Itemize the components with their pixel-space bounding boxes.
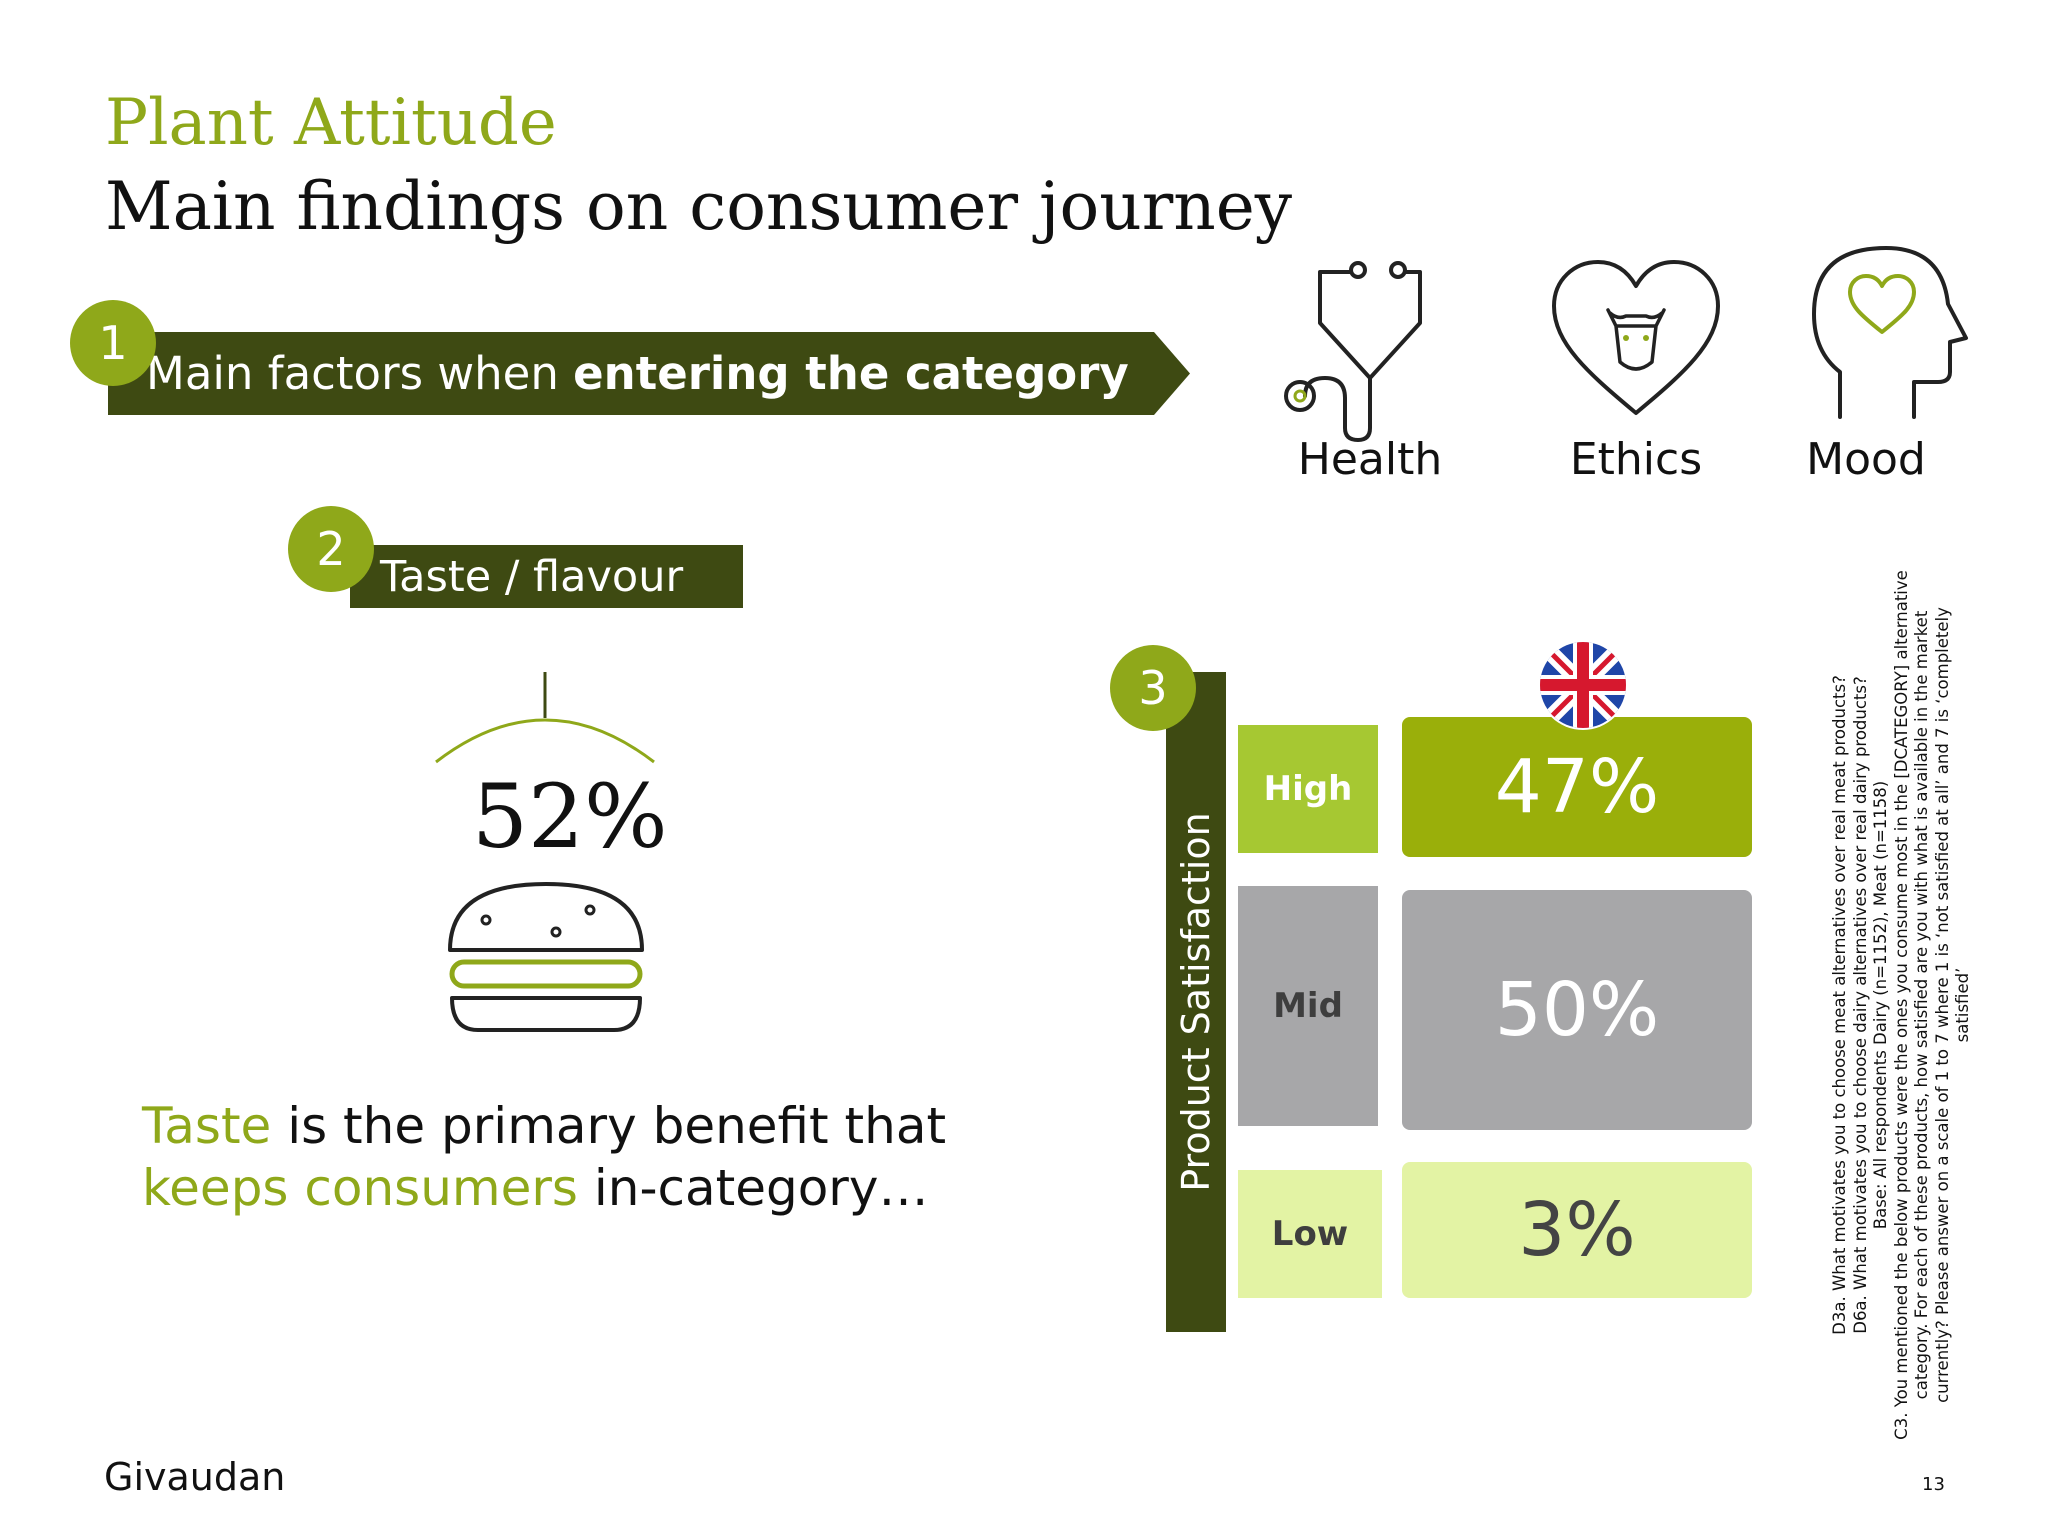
level-value-low: 3%: [1402, 1162, 1752, 1298]
summary-highlight-consumers: keeps consumers: [142, 1159, 578, 1217]
level-label-mid: Mid: [1238, 886, 1378, 1126]
satisfaction-axis-bar: [1166, 672, 1226, 1332]
summary-text-2: in-category…: [577, 1159, 929, 1217]
footnote-line: D6a. What motivates you to choose dairy …: [1850, 676, 1870, 1334]
uk-flag-icon: [1538, 640, 1628, 730]
finding-1-label-bold: entering the category: [573, 347, 1129, 400]
page-title: Main findings on consumer journey: [105, 168, 1293, 245]
givaudan-logo: Givaudan: [104, 1455, 286, 1499]
factor-label-ethics: Ethics: [1569, 434, 1703, 485]
head-heart-icon: [1810, 242, 1970, 422]
level-value-high: 47%: [1402, 717, 1752, 857]
finding-1-label-pre: Main factors when: [146, 347, 574, 400]
gauge-arc-icon: [430, 670, 660, 770]
stethoscope-icon: [1275, 258, 1445, 448]
footnote-line: C3. You mentioned the below products wer…: [1891, 570, 1973, 1440]
finding-2-number: 2: [288, 506, 374, 592]
section-supertitle: Plant Attitude: [105, 86, 557, 160]
summary-highlight-taste: Taste: [142, 1097, 272, 1155]
footnote-line: D3a. What motivates you to choose meat a…: [1830, 675, 1849, 1335]
level-value-mid: 50%: [1402, 890, 1752, 1130]
finding-3-number: 3: [1110, 645, 1196, 731]
taste-percentage: 52%: [472, 765, 668, 868]
level-label-high: High: [1238, 725, 1378, 853]
finding-1-banner: Main factors when entering the category: [108, 332, 1190, 415]
burger-icon: [444, 880, 648, 1035]
page-number: 13: [1922, 1474, 1945, 1495]
factor-label-mood: Mood: [1806, 434, 1926, 485]
taste-summary: Taste is the primary benefit that keeps …: [142, 1095, 1022, 1219]
heart-cow-icon: [1548, 258, 1724, 418]
level-label-low: Low: [1238, 1170, 1382, 1298]
finding-1-number: 1: [70, 300, 156, 386]
satisfaction-axis-label: Product Satisfaction: [1174, 812, 1218, 1192]
footnote-sources: D3a. What motivates you to choose meat a…: [1830, 570, 1974, 1440]
footnote-line: Base: All respondents Dairy (n=1152), Me…: [1871, 780, 1890, 1230]
finding-2-banner: Taste / flavour: [350, 545, 743, 608]
summary-text-1: is the primary benefit that: [271, 1097, 947, 1155]
factor-label-health: Health: [1297, 434, 1443, 485]
